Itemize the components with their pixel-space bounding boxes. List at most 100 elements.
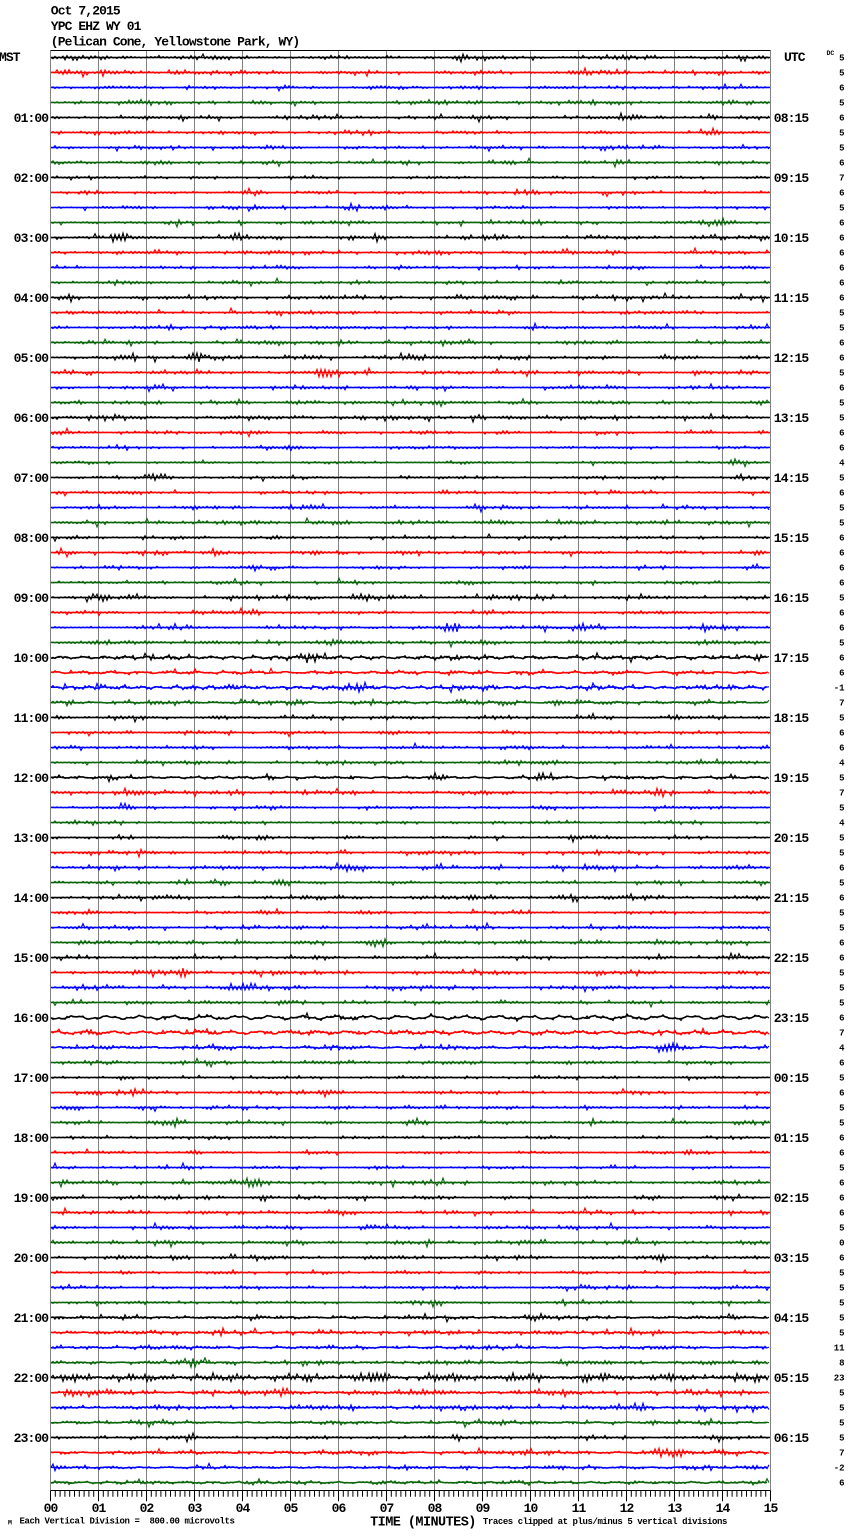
svg-text:6: 6 bbox=[839, 234, 844, 244]
svg-text:09:00: 09:00 bbox=[14, 591, 50, 606]
svg-text:02: 02 bbox=[140, 1501, 155, 1516]
svg-text:10:00: 10:00 bbox=[14, 651, 50, 666]
svg-text:-2: -2 bbox=[834, 1464, 845, 1474]
svg-text:6: 6 bbox=[839, 1059, 844, 1069]
svg-text:5: 5 bbox=[839, 399, 844, 409]
svg-text:11:15: 11:15 bbox=[774, 291, 810, 306]
svg-text:10: 10 bbox=[524, 1501, 539, 1516]
svg-text:5: 5 bbox=[839, 999, 844, 1009]
svg-text:Each Vertical Division = 800.: Each Vertical Division = 800.00 microvol… bbox=[20, 1517, 235, 1527]
svg-text:13:00: 13:00 bbox=[14, 831, 50, 846]
svg-text:22:15: 22:15 bbox=[774, 951, 810, 966]
svg-text:5: 5 bbox=[839, 774, 844, 784]
svg-text:6: 6 bbox=[839, 1479, 844, 1489]
svg-text:5: 5 bbox=[839, 54, 844, 64]
svg-text:6: 6 bbox=[839, 624, 844, 634]
svg-text:04:15: 04:15 bbox=[774, 1311, 810, 1326]
svg-text:4: 4 bbox=[839, 459, 845, 469]
svg-text:5: 5 bbox=[839, 69, 844, 79]
svg-text:7: 7 bbox=[839, 1029, 844, 1039]
svg-text:17:00: 17:00 bbox=[14, 1071, 50, 1086]
svg-text:01:15: 01:15 bbox=[774, 1131, 810, 1146]
svg-text:5: 5 bbox=[839, 1074, 844, 1084]
svg-text:5: 5 bbox=[839, 1119, 844, 1129]
svg-text:6: 6 bbox=[839, 579, 844, 589]
svg-text:16:00: 16:00 bbox=[14, 1011, 50, 1026]
svg-text:6: 6 bbox=[839, 384, 844, 394]
svg-text:6: 6 bbox=[839, 564, 844, 574]
svg-text:23:15: 23:15 bbox=[774, 1011, 810, 1026]
svg-text:6: 6 bbox=[839, 1179, 844, 1189]
svg-text:5: 5 bbox=[839, 1329, 844, 1339]
svg-text:5: 5 bbox=[839, 879, 844, 889]
svg-text:23:00: 23:00 bbox=[14, 1431, 50, 1446]
svg-text:07:00: 07:00 bbox=[14, 471, 50, 486]
svg-text:5: 5 bbox=[839, 909, 844, 919]
svg-text:07: 07 bbox=[380, 1501, 394, 1516]
svg-text:00:15: 00:15 bbox=[774, 1071, 810, 1086]
svg-text:18:15: 18:15 bbox=[774, 711, 810, 726]
svg-text:5: 5 bbox=[839, 99, 844, 109]
svg-text:21:00: 21:00 bbox=[14, 1311, 50, 1326]
svg-text:15:15: 15:15 bbox=[774, 531, 810, 546]
svg-text:21:15: 21:15 bbox=[774, 891, 810, 906]
svg-text:6: 6 bbox=[839, 654, 844, 664]
svg-text:7: 7 bbox=[839, 789, 844, 799]
svg-text:14: 14 bbox=[716, 1501, 731, 1516]
svg-text:01:00: 01:00 bbox=[14, 111, 50, 126]
svg-text:08:15: 08:15 bbox=[774, 111, 810, 126]
svg-text:5: 5 bbox=[839, 1314, 844, 1324]
svg-text:6: 6 bbox=[839, 84, 844, 94]
svg-text:5: 5 bbox=[839, 1299, 844, 1309]
svg-text:12:00: 12:00 bbox=[14, 771, 50, 786]
svg-text:14:15: 14:15 bbox=[774, 471, 810, 486]
svg-text:08: 08 bbox=[428, 1501, 443, 1516]
svg-text:5: 5 bbox=[839, 309, 844, 319]
svg-text:11:00: 11:00 bbox=[14, 711, 50, 726]
svg-text:6: 6 bbox=[839, 249, 844, 259]
svg-text:6: 6 bbox=[839, 1014, 844, 1024]
svg-text:6: 6 bbox=[839, 294, 844, 304]
svg-text:6: 6 bbox=[839, 939, 844, 949]
svg-text:03:15: 03:15 bbox=[774, 1251, 810, 1266]
svg-text:0: 0 bbox=[839, 1239, 844, 1249]
svg-text:03: 03 bbox=[188, 1501, 203, 1516]
svg-text:03:00: 03:00 bbox=[14, 231, 50, 246]
svg-text:5: 5 bbox=[839, 1104, 844, 1114]
svg-text:5: 5 bbox=[839, 1404, 844, 1414]
svg-text:6: 6 bbox=[839, 864, 844, 874]
svg-text:06:15: 06:15 bbox=[774, 1431, 810, 1446]
svg-text:6: 6 bbox=[839, 1149, 844, 1159]
svg-text:15:00: 15:00 bbox=[14, 951, 50, 966]
svg-text:06: 06 bbox=[332, 1501, 347, 1516]
svg-text:5: 5 bbox=[839, 1434, 844, 1444]
svg-text:11: 11 bbox=[834, 1344, 845, 1354]
svg-text:6: 6 bbox=[839, 549, 844, 559]
svg-text:02:15: 02:15 bbox=[774, 1191, 810, 1206]
svg-text:6: 6 bbox=[839, 429, 844, 439]
svg-text:TIME (MINUTES): TIME (MINUTES) bbox=[370, 1516, 476, 1531]
svg-text:22:00: 22:00 bbox=[14, 1371, 50, 1386]
svg-text:5: 5 bbox=[839, 1224, 844, 1234]
svg-text:12: 12 bbox=[620, 1501, 635, 1516]
svg-text:5: 5 bbox=[839, 1269, 844, 1279]
svg-text:05:15: 05:15 bbox=[774, 1371, 810, 1386]
svg-text:19:00: 19:00 bbox=[14, 1191, 50, 1206]
svg-text:13:15: 13:15 bbox=[774, 411, 810, 426]
svg-text:4: 4 bbox=[839, 819, 845, 829]
svg-text:08:00: 08:00 bbox=[14, 531, 50, 546]
svg-text:05:00: 05:00 bbox=[14, 351, 50, 366]
svg-text:02:00: 02:00 bbox=[14, 171, 50, 186]
svg-text:00: 00 bbox=[44, 1501, 59, 1516]
svg-text:6: 6 bbox=[839, 744, 844, 754]
svg-text:5: 5 bbox=[839, 849, 844, 859]
svg-text:6: 6 bbox=[839, 534, 844, 544]
svg-text:5: 5 bbox=[839, 1284, 844, 1294]
svg-text:6: 6 bbox=[839, 114, 844, 124]
svg-text:6: 6 bbox=[839, 339, 844, 349]
svg-text:6: 6 bbox=[839, 159, 844, 169]
svg-text:5: 5 bbox=[839, 834, 844, 844]
svg-text:MST: MST bbox=[0, 50, 21, 65]
svg-text:04:00: 04:00 bbox=[14, 291, 50, 306]
svg-text:6: 6 bbox=[839, 189, 844, 199]
